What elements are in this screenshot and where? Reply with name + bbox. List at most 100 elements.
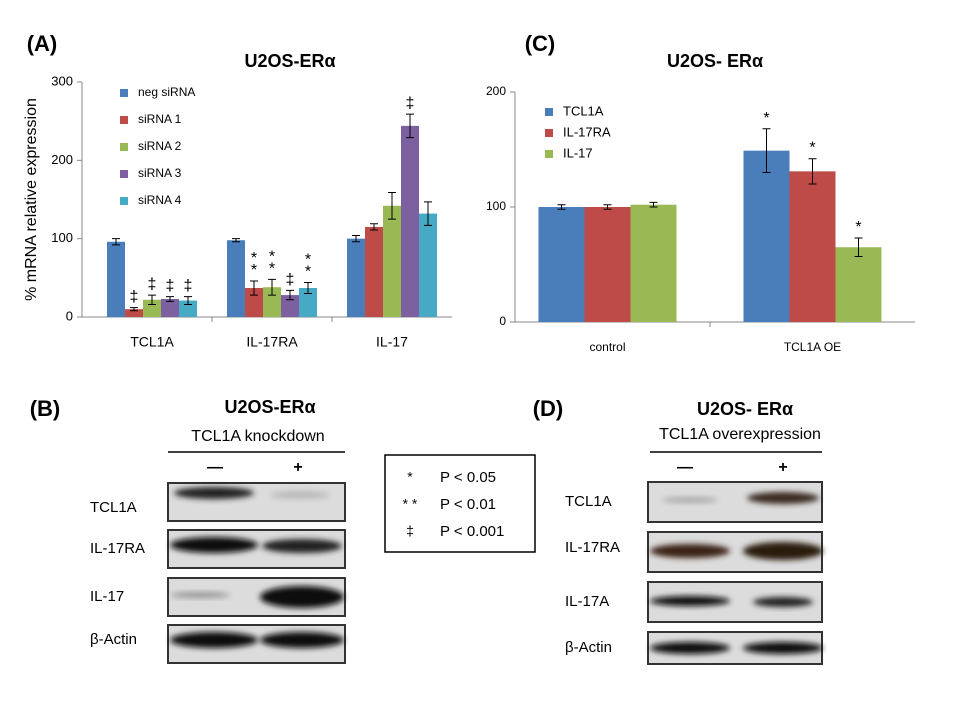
bar bbox=[743, 150, 790, 322]
error-bar bbox=[854, 237, 863, 257]
significance-mark: * * bbox=[305, 252, 311, 281]
bar bbox=[347, 238, 365, 317]
error-bar bbox=[250, 280, 258, 296]
bar bbox=[401, 125, 419, 317]
row-label: IL-17RA bbox=[565, 539, 620, 556]
panel-label: (D) bbox=[533, 396, 564, 421]
panel-label: (B) bbox=[30, 396, 61, 421]
y-tick-label: 300 bbox=[51, 73, 73, 88]
bar bbox=[299, 288, 317, 317]
significance-mark: ‡ bbox=[148, 276, 157, 293]
significance-char: * bbox=[855, 219, 861, 236]
legend-label: TCL1A bbox=[563, 103, 604, 118]
bar bbox=[419, 213, 437, 317]
row-label: IL-17RA bbox=[90, 540, 145, 557]
bar bbox=[281, 295, 299, 317]
significance-mark: ‡ bbox=[406, 95, 415, 112]
error-bar bbox=[304, 282, 312, 294]
panel-label: (A) bbox=[27, 31, 58, 56]
legend-swatch bbox=[545, 129, 553, 137]
error-bar bbox=[808, 158, 817, 185]
error-bar bbox=[762, 128, 771, 173]
bar bbox=[584, 207, 631, 322]
significance-char: * bbox=[305, 264, 311, 281]
y-axis-label: % mRNA relative expression bbox=[23, 98, 40, 301]
significance-mark: * bbox=[855, 219, 861, 236]
row-label: TCL1A bbox=[565, 493, 612, 510]
legend-symbol: * bbox=[407, 469, 413, 485]
legend-label: siRNA 1 bbox=[138, 112, 182, 126]
legend-text: P < 0.001 bbox=[440, 523, 504, 540]
error-bar bbox=[184, 296, 192, 305]
significance-char: * bbox=[269, 261, 275, 278]
legend-swatch bbox=[120, 116, 128, 124]
error-bar bbox=[148, 294, 156, 305]
significance-char: * bbox=[305, 252, 311, 269]
lane-label: — bbox=[207, 459, 223, 476]
panel-label: (C) bbox=[525, 31, 556, 56]
blot-images-d bbox=[647, 481, 823, 665]
legend-swatch bbox=[120, 170, 128, 178]
legend-swatch bbox=[120, 89, 128, 97]
significance-mark: * bbox=[763, 110, 769, 127]
significance-mark: ‡ bbox=[130, 289, 139, 306]
error-bar bbox=[406, 113, 414, 139]
blot-title: U2OS- ERα bbox=[697, 399, 793, 419]
y-tick-label: 0 bbox=[499, 314, 506, 328]
error-bar bbox=[370, 223, 378, 231]
blot-images-b bbox=[167, 482, 346, 664]
significance-mark: ‡ bbox=[286, 272, 295, 289]
bar bbox=[789, 171, 836, 322]
bar bbox=[143, 299, 161, 317]
blot-subtitle: TCL1A knockdown bbox=[191, 428, 324, 445]
significance-char: * bbox=[763, 110, 769, 127]
error-bar bbox=[603, 204, 612, 210]
error-bar bbox=[130, 307, 138, 312]
legend-swatch bbox=[545, 108, 553, 116]
legend-swatch bbox=[120, 143, 128, 151]
row-label: β-Actin bbox=[565, 639, 612, 656]
legend-label: siRNA 2 bbox=[138, 139, 182, 153]
significance-char: ‡ bbox=[184, 278, 193, 295]
significance-char: * bbox=[269, 249, 275, 266]
bar bbox=[835, 247, 882, 322]
legend-label: siRNA 4 bbox=[138, 193, 182, 207]
row-label: TCL1A bbox=[90, 499, 137, 516]
error-bar bbox=[352, 235, 360, 243]
error-bar bbox=[268, 278, 276, 296]
x-tick-label: TCL1A bbox=[130, 334, 174, 350]
bar bbox=[125, 309, 143, 317]
legend-text: P < 0.01 bbox=[440, 496, 496, 513]
significance-mark: * * bbox=[269, 249, 275, 278]
error-bar bbox=[557, 204, 566, 210]
chart-title: U2OS- ERα bbox=[667, 51, 763, 71]
significance-mark: * * bbox=[251, 250, 257, 279]
legend-text: P < 0.05 bbox=[440, 469, 496, 486]
significance-char: * bbox=[809, 140, 815, 157]
bar bbox=[365, 226, 383, 317]
row-label: β-Actin bbox=[90, 631, 137, 648]
error-bar bbox=[112, 238, 120, 246]
lane-label: + bbox=[293, 459, 302, 476]
significance-char: * bbox=[251, 250, 257, 267]
x-tick-label: IL-17 bbox=[376, 334, 408, 350]
significance-char: ‡ bbox=[166, 278, 175, 295]
significance-mark: ‡ bbox=[184, 278, 193, 295]
y-tick-label: 200 bbox=[486, 84, 506, 98]
x-tick-label: control bbox=[589, 340, 625, 354]
y-tick-label: 100 bbox=[486, 199, 506, 213]
bar bbox=[538, 207, 585, 322]
legend-label: neg siRNA bbox=[138, 85, 195, 99]
error-bar bbox=[649, 201, 658, 208]
legend-swatch bbox=[545, 150, 553, 158]
row-label: IL-17 bbox=[90, 588, 124, 605]
legend-label: IL-17 bbox=[563, 145, 593, 160]
legend-symbol: ‡ bbox=[406, 523, 414, 539]
significance-mark: ‡ bbox=[166, 278, 175, 295]
bar bbox=[383, 205, 401, 317]
legend-swatch bbox=[120, 197, 128, 205]
significance-char: * bbox=[251, 262, 257, 279]
significance-char: ‡ bbox=[130, 289, 139, 306]
error-bar bbox=[424, 201, 432, 226]
